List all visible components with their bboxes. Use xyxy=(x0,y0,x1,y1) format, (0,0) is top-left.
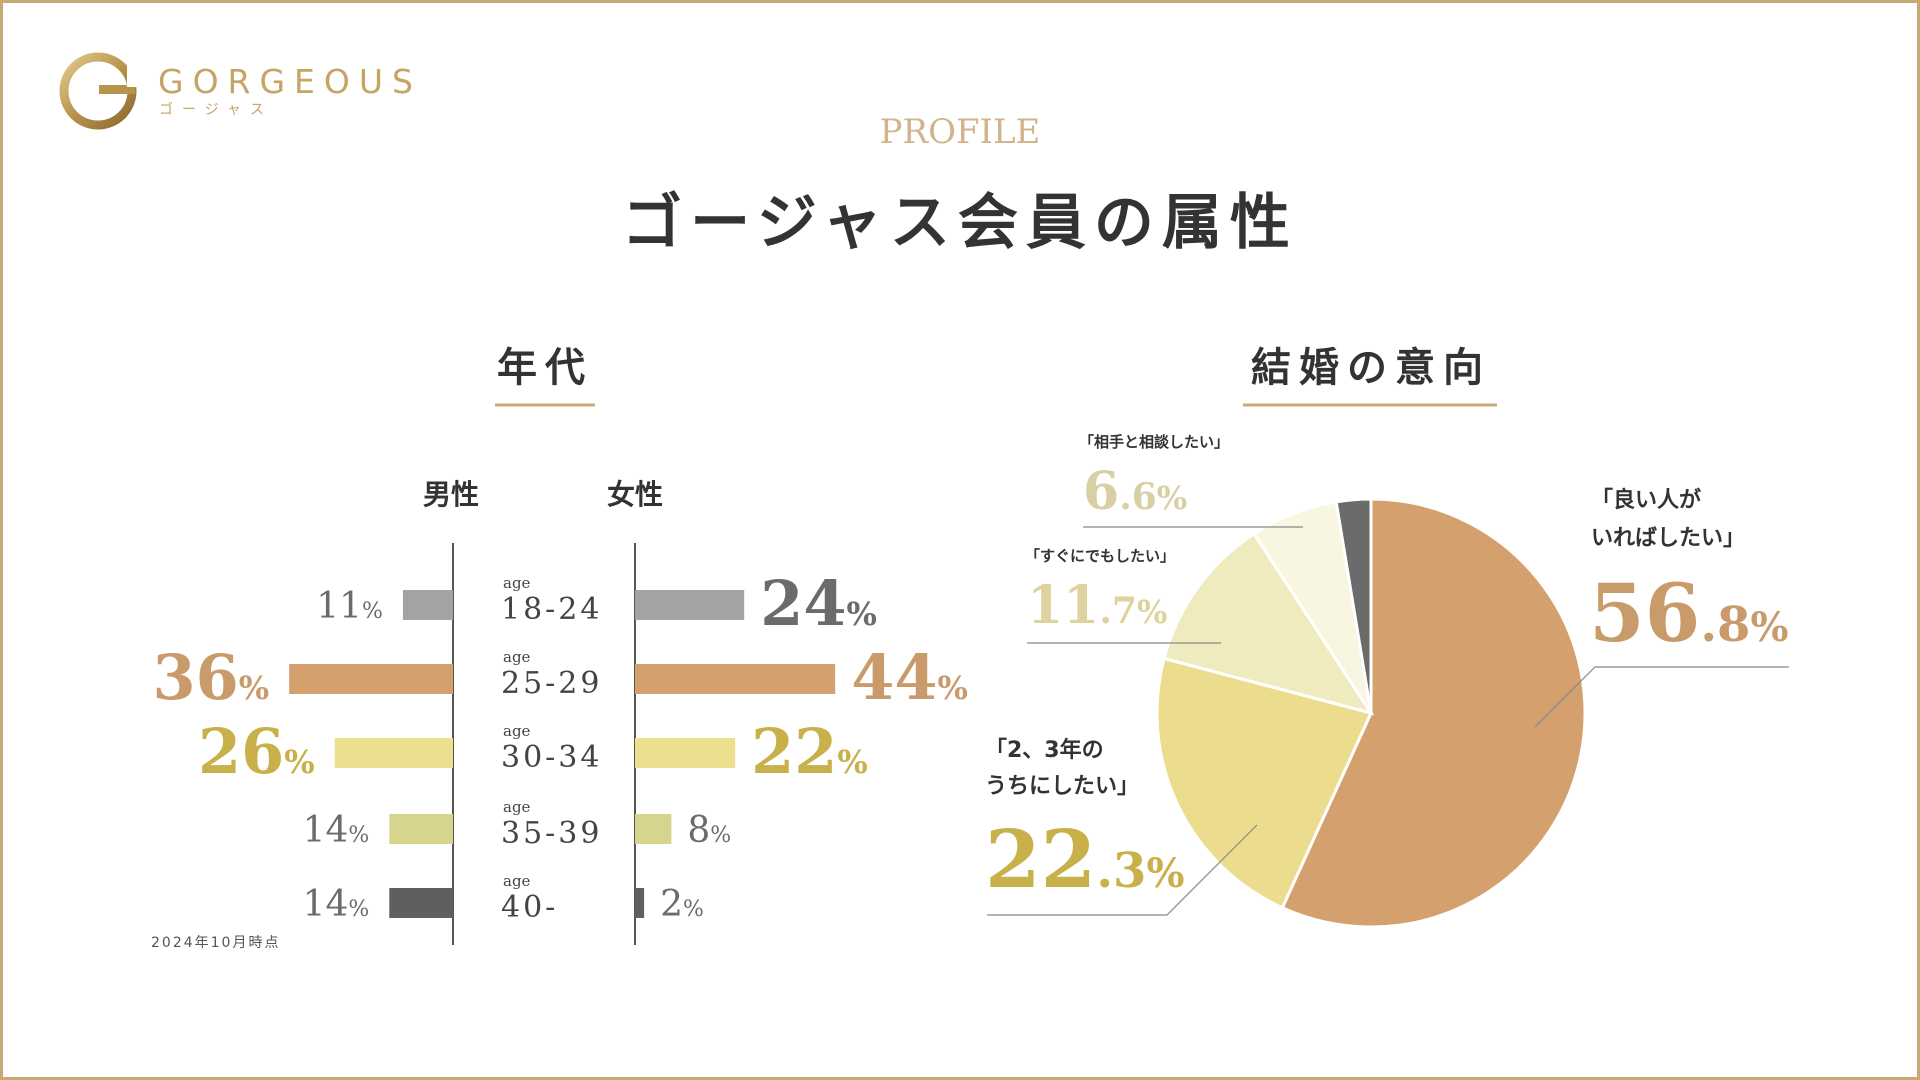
female-value-unit: % xyxy=(710,823,731,848)
male-value-unit: % xyxy=(362,599,383,624)
female-bar-25-29 xyxy=(635,664,836,694)
pie-leader-line xyxy=(1534,666,1789,728)
pie-slice-label: 「良い人が xyxy=(1591,487,1701,513)
female-value-number: 24 xyxy=(760,567,846,640)
female-bar-30-34 xyxy=(635,738,736,768)
age-section-title: 年代 xyxy=(497,345,593,391)
female-bar-35-39 xyxy=(635,814,672,844)
pie-value-integer: 11 xyxy=(1027,575,1099,636)
male-value-unit: % xyxy=(348,823,369,848)
pie-value-unit: % xyxy=(1146,850,1184,897)
male-bar-25-29 xyxy=(289,664,453,694)
pie-slice-label: 「すぐにでもしたい」 xyxy=(1025,547,1175,565)
female-value-unit: % xyxy=(837,743,867,781)
age-prefix-label: age xyxy=(503,722,531,740)
pie-value-label: 11.7% xyxy=(1027,575,1167,636)
male-bar-18-24 xyxy=(402,590,453,620)
page-title: ゴージャス会員の属性 xyxy=(622,188,1298,258)
pie-value-label: 6.6% xyxy=(1083,461,1187,522)
male-bar-40- xyxy=(389,888,453,918)
male-value-number: 26 xyxy=(198,715,284,788)
male-label: 男性 xyxy=(423,478,479,511)
age-range-label: 25-29 xyxy=(501,666,602,701)
pie-slice-label: うちにしたい」 xyxy=(985,774,1139,799)
male-value-unit: % xyxy=(239,669,269,707)
age-range-label: 30-34 xyxy=(501,740,602,775)
pie-value-integer: 56 xyxy=(1589,566,1700,660)
header-eyebrow: PROFILE xyxy=(880,112,1041,152)
male-value-number: 36 xyxy=(153,641,239,714)
male-value-number: 11 xyxy=(316,586,362,627)
female-value-number: 8 xyxy=(687,810,710,851)
female-bar-40- xyxy=(635,888,645,918)
female-value-unit: % xyxy=(683,897,704,922)
pie-value-integer: 22 xyxy=(985,812,1096,906)
pie-slice-label: 「2、3年の xyxy=(985,737,1104,763)
female-value-label: 24% xyxy=(760,567,877,640)
marriage-section-title: 結婚の意向 xyxy=(1251,345,1491,391)
male-value-label: 26% xyxy=(198,715,315,788)
pie-value-decimal: .6 xyxy=(1119,476,1157,518)
pie-value-label: 22.3% xyxy=(985,812,1184,906)
male-value-number: 14 xyxy=(303,810,349,851)
pie-slice-4 xyxy=(1334,497,1373,714)
female-value-number: 22 xyxy=(751,715,837,788)
pie-value-unit: % xyxy=(1137,593,1167,631)
female-value-unit: % xyxy=(846,595,876,633)
age-prefix-label: age xyxy=(503,648,531,666)
pie-slice-2 xyxy=(1162,531,1375,716)
brand-logo: GORGEOUS ゴージャス xyxy=(59,52,422,130)
male-bar-35-39 xyxy=(389,814,453,844)
pie-value-unit: % xyxy=(1750,604,1788,651)
pie-slice-1 xyxy=(1155,656,1374,910)
female-label: 女性 xyxy=(607,478,663,511)
male-value-label: 36% xyxy=(153,641,270,714)
female-value-label: 44% xyxy=(851,641,968,714)
pie-slice-0 xyxy=(1280,497,1587,929)
pie-value-integer: 6 xyxy=(1083,461,1119,522)
pie-value-decimal: .3 xyxy=(1096,843,1146,899)
age-range-label: 35-39 xyxy=(501,816,602,851)
female-value-number: 2 xyxy=(660,884,683,925)
age-range-label: 40- xyxy=(501,890,558,925)
footnote: 2024年10月時点 xyxy=(151,935,280,951)
female-value-label: 8% xyxy=(687,810,731,851)
age-prefix-label: age xyxy=(503,872,531,890)
male-value-unit: % xyxy=(348,897,369,922)
pie-slice-label: 「相手と相談したい」 xyxy=(1079,433,1229,451)
brand-name: GORGEOUS xyxy=(158,62,422,101)
slide-canvas: GORGEOUS ゴージャス PROFILE ゴージャス会員の属性 年代 男性 … xyxy=(59,52,1789,951)
age-prefix-label: age xyxy=(503,574,531,592)
male-value-unit: % xyxy=(284,743,314,781)
pie-leader-line xyxy=(987,824,1258,916)
age-range-label: 18-24 xyxy=(501,592,602,627)
male-value-label: 11% xyxy=(316,586,383,627)
female-bar-18-24 xyxy=(635,590,745,620)
male-value-label: 14% xyxy=(303,810,370,851)
female-value-label: 2% xyxy=(660,884,704,925)
pie-value-decimal: .7 xyxy=(1099,590,1137,632)
male-value-label: 14% xyxy=(303,884,370,925)
pie-value-unit: % xyxy=(1157,479,1187,517)
male-value-number: 14 xyxy=(303,884,349,925)
age-prefix-label: age xyxy=(503,798,531,816)
male-bar-30-34 xyxy=(334,738,453,768)
female-value-unit: % xyxy=(937,669,967,707)
female-value-label: 22% xyxy=(751,715,868,788)
logo-g-mark-icon xyxy=(59,52,141,130)
pie-value-decimal: .8 xyxy=(1700,597,1750,653)
pie-slice-label: いればしたい」 xyxy=(1591,526,1745,551)
pie-value-label: 56.8% xyxy=(1589,566,1788,660)
brand-kana: ゴージャス xyxy=(159,101,273,118)
female-value-number: 44 xyxy=(851,641,937,714)
